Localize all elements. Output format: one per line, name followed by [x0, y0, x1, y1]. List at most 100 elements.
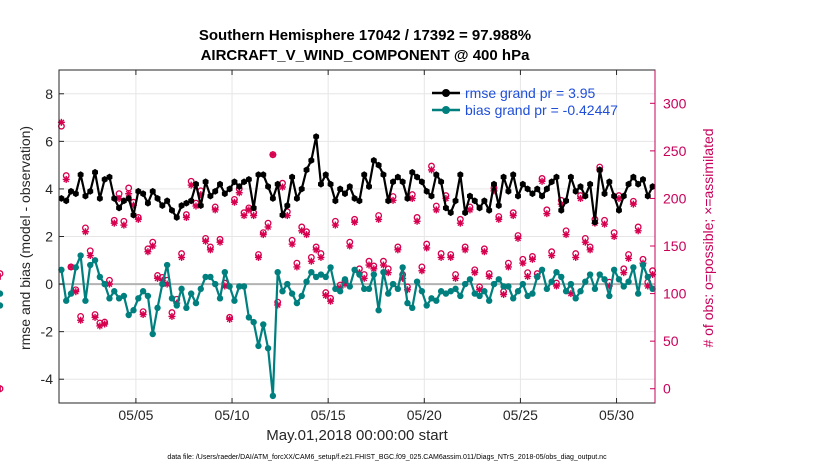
bias-point — [481, 288, 488, 295]
rmse-point — [68, 187, 74, 195]
series-markers — [0, 133, 656, 400]
rmse-point — [236, 183, 243, 190]
obs-assimilated-stroke — [394, 246, 401, 253]
rmse-point — [101, 176, 108, 183]
obs-assimilated-stroke — [140, 311, 147, 318]
obs-assimilated-stroke — [601, 221, 608, 228]
y-right-tick-label: 0 — [663, 381, 671, 397]
rmse-point — [462, 209, 469, 217]
obs-assimilated-marker — [91, 313, 99, 321]
obs-assimilated-marker — [572, 253, 580, 261]
obs-assimilated-marker — [139, 311, 147, 319]
bias-point — [649, 285, 656, 293]
obs-assimilated-marker — [317, 253, 325, 261]
bias-point — [231, 297, 238, 304]
rmse-point — [289, 173, 296, 181]
rmse-point — [361, 171, 368, 179]
bias-point — [96, 273, 104, 281]
rmse-point — [409, 168, 416, 176]
obs-assimilated-stroke — [409, 195, 416, 202]
bias-point — [457, 292, 464, 300]
obs-assimilated-stroke — [486, 273, 493, 280]
obs-assimilated-marker — [548, 252, 556, 260]
obs-assimilated-stroke — [414, 218, 421, 225]
obs-assimilated-stroke — [423, 244, 430, 251]
rmse-point — [96, 195, 103, 202]
obs-assimilated-stroke — [188, 182, 195, 189]
bias-point — [582, 278, 589, 285]
obs-assimilated-stroke — [543, 210, 550, 217]
obs-assimilated-stroke — [154, 275, 161, 282]
bias-point — [72, 264, 80, 271]
x-tick-label: 05/20 — [407, 407, 442, 423]
rmse-point — [611, 192, 618, 200]
bias-point — [495, 276, 502, 283]
obs-assimilated-stroke — [101, 321, 108, 328]
bias-point — [144, 292, 152, 300]
obs-assimilated-stroke — [308, 258, 315, 265]
rmse-point — [385, 197, 392, 205]
obs-assimilated-marker — [452, 274, 460, 282]
obs-assimilated-stroke — [221, 282, 228, 289]
rmse-point — [351, 195, 358, 202]
obs-assimilated-stroke — [481, 248, 488, 255]
bias-point — [394, 285, 402, 293]
bias-point — [620, 283, 627, 290]
bias-point — [596, 271, 603, 278]
rmse-point — [428, 192, 435, 200]
bias-point — [644, 273, 651, 281]
rmse-point — [212, 187, 219, 195]
bias-point — [63, 297, 70, 304]
obs-assimilated-marker — [346, 242, 354, 250]
rmse-point — [423, 187, 430, 195]
obs-assimilated-stroke — [279, 184, 286, 191]
bias-point — [327, 264, 334, 271]
obs-assimilated-stroke — [125, 190, 132, 197]
bias-point — [351, 266, 358, 273]
bias-point — [370, 271, 378, 278]
obs-assimilated-marker — [586, 246, 594, 254]
rmse-point — [539, 192, 545, 200]
rmse-point — [303, 166, 310, 174]
bias-point — [106, 295, 113, 302]
obs-assimilated-stroke — [630, 201, 637, 208]
rmse-point — [318, 180, 324, 188]
bias-point — [303, 278, 310, 285]
rmse-point — [505, 187, 512, 195]
obs-assimilated-stroke — [495, 216, 502, 223]
obs-assimilated-marker — [461, 246, 469, 254]
rmse-point — [399, 178, 406, 186]
y-left-tick-label: -4 — [41, 371, 54, 387]
obs-assimilated-marker — [250, 212, 258, 220]
bias-point — [101, 280, 108, 288]
obs-assimilated-marker — [134, 215, 142, 223]
rmse-point — [245, 176, 252, 183]
obs-assimilated-stroke — [644, 282, 651, 289]
bias-point — [505, 283, 512, 290]
obs-assimilated-marker — [269, 151, 277, 159]
obs-assimilated-marker — [365, 261, 373, 269]
obs-assimilated-marker — [303, 231, 311, 239]
rmse-point — [135, 187, 142, 195]
rmse-point — [414, 173, 421, 181]
bias-point — [163, 261, 171, 269]
obs-assimilated-marker — [144, 248, 152, 256]
obs-assimilated-stroke — [236, 189, 243, 196]
obs-assimilated-marker — [283, 212, 291, 220]
obs-assimilated-marker — [418, 267, 426, 275]
rmse-point — [635, 180, 642, 188]
obs-assimilated-marker — [629, 200, 637, 208]
obs-assimilated-stroke — [375, 216, 382, 223]
obs-assimilated-marker — [307, 257, 315, 265]
obs-assimilated-stroke — [293, 263, 300, 270]
obs-assimilated-marker — [279, 183, 286, 191]
rmse-point — [356, 197, 363, 205]
obs-assimilated-marker — [543, 210, 551, 218]
bias-point — [250, 318, 257, 326]
rmse-point — [120, 197, 127, 205]
bias-point — [634, 290, 642, 297]
obs-assimilated-marker — [288, 240, 296, 248]
right-axis-label: # of obs: o=possible; ×=assimilated — [700, 128, 716, 347]
obs-possible-marker — [0, 385, 4, 393]
obs-assimilated-stroke — [452, 275, 459, 282]
